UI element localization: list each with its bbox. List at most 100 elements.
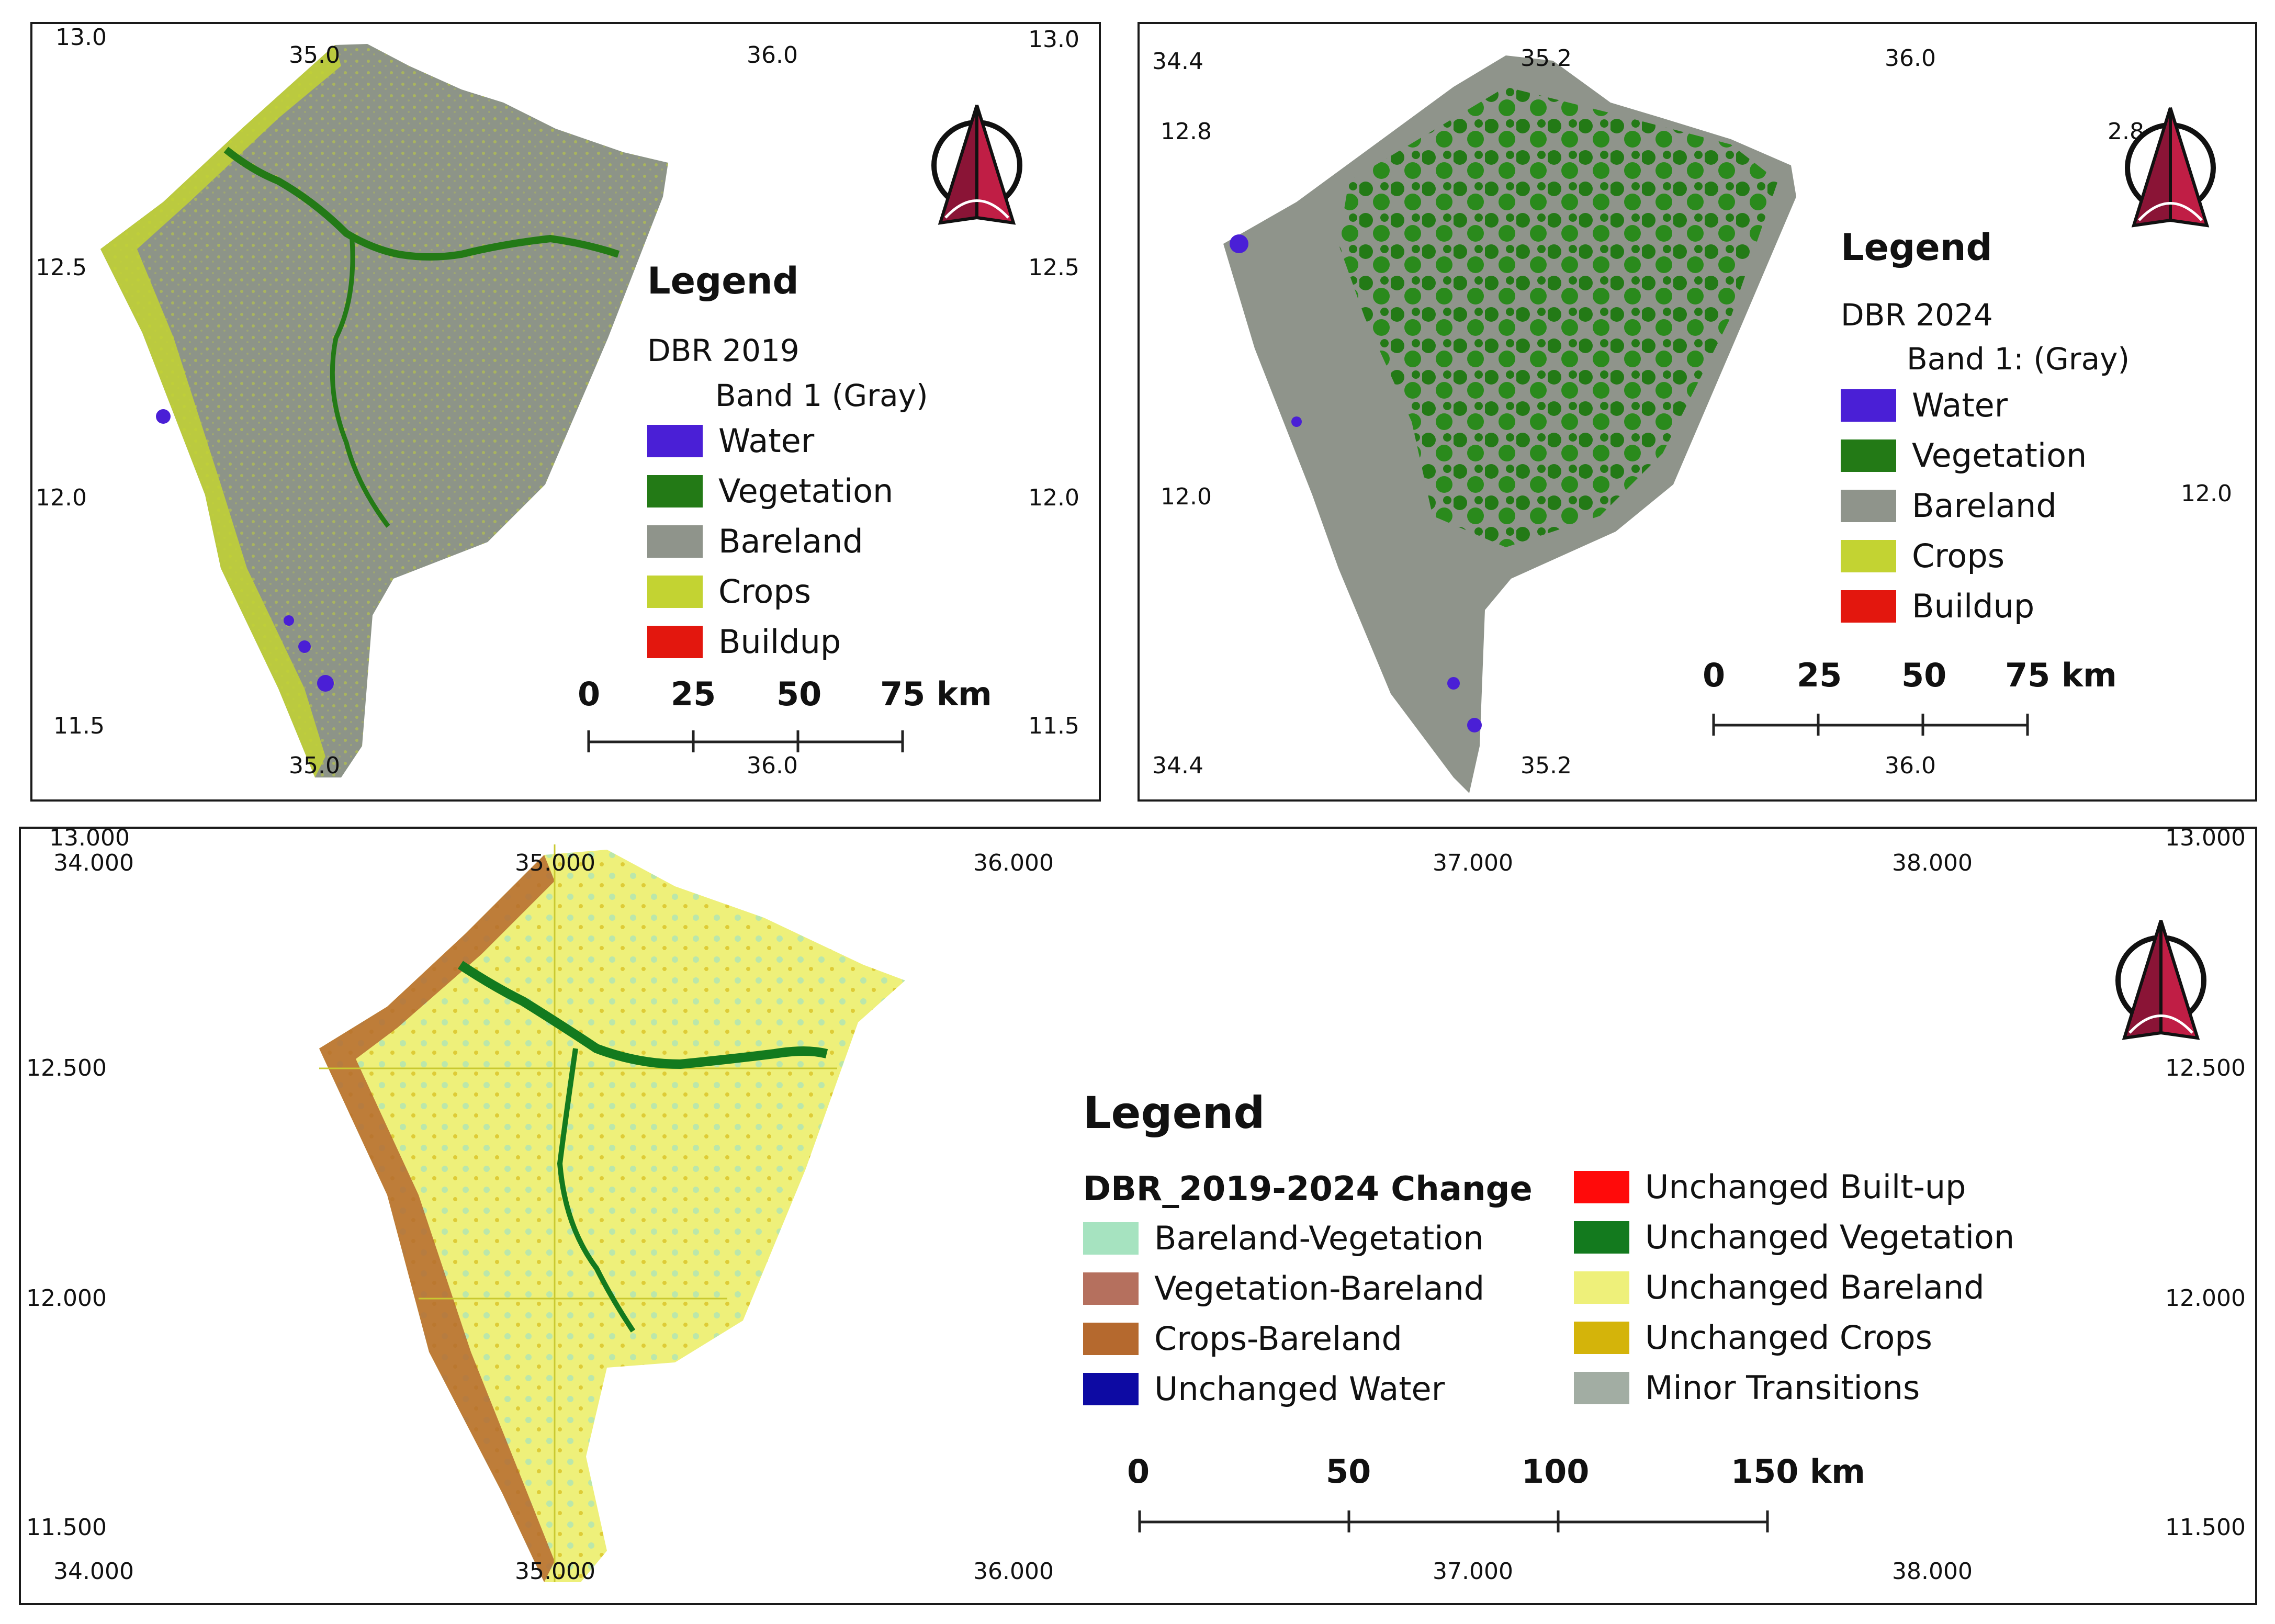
scale-label: 0 <box>578 675 601 713</box>
lat-label: 13.0 <box>55 24 107 51</box>
lon-label: 36.0 <box>747 42 798 69</box>
lat-label: 12.0 <box>36 484 87 511</box>
lat-label: 12.0 <box>1161 483 1212 510</box>
river-2019 <box>223 146 620 261</box>
lon-label: 38.000 <box>1892 850 1973 876</box>
lat-label: 12.000 <box>26 1285 107 1312</box>
lat-label: 12.0 <box>2181 480 2232 507</box>
lon-label: 35.0 <box>289 42 340 69</box>
legend-swatch <box>647 424 703 457</box>
river-change <box>458 961 828 1069</box>
legend-band-name: Band 1 (Gray) <box>715 378 928 413</box>
legend-item-buildup: Buildup <box>1841 587 2034 625</box>
vegetation-zone-2024 <box>1338 87 1778 547</box>
legend-layer-name: DBR 2019 <box>647 333 799 368</box>
legend-item-bareland-vegetation: Bareland-Vegetation <box>1083 1219 1484 1257</box>
legend-swatch <box>1841 389 1896 422</box>
lat-label: 11.500 <box>26 1514 107 1541</box>
legend-swatch <box>1841 539 1896 572</box>
map-change-svg <box>319 844 2206 1582</box>
legend-swatch <box>647 475 703 508</box>
north-arrow-2019 <box>931 105 1022 225</box>
scale-label: 75 km <box>880 675 992 713</box>
lon-label: 34.4 <box>1152 48 1203 75</box>
legend-swatch <box>1083 1372 1139 1405</box>
legend-title: Legend <box>1083 1087 1265 1138</box>
scale-label: 50 <box>776 675 822 713</box>
legend-swatch <box>1574 1371 1629 1404</box>
scale-label: 50 <box>1901 656 1947 694</box>
scale-label: 50 <box>1326 1452 1371 1491</box>
legend-item-buildup: Buildup <box>647 623 841 661</box>
lat-label: 13.000 <box>49 827 130 851</box>
legend-item-bareland: Bareland <box>1841 487 2057 525</box>
legend-swatch <box>1841 590 1896 623</box>
lon-label: 36.0 <box>1885 752 1936 779</box>
legend-swatch <box>1574 1221 1629 1254</box>
map-2019-svg <box>100 44 1022 777</box>
legend-item-vegetation-bareland: Vegetation-Bareland <box>1083 1269 1484 1307</box>
legend-swatch <box>647 525 703 558</box>
legend-item-unchanged-vegetation: Unchanged Vegetation <box>1574 1218 2014 1256</box>
legend-swatch <box>1083 1322 1139 1355</box>
legend-item-water: Water <box>1841 386 2008 424</box>
map-panel-2019: 13.0 12.5 12.0 11.5 13.0 12.5 12.0 11.5 … <box>30 22 1101 802</box>
lon-label: 38.000 <box>1892 1558 1973 1585</box>
legend-item-crops-bareland: Crops-Bareland <box>1083 1320 1402 1358</box>
lon-label: 36.000 <box>973 1558 1054 1585</box>
lat-label: 12.500 <box>2165 1055 2246 1081</box>
legend-layer-name: DBR_2019-2024 Change <box>1083 1170 1533 1209</box>
lat-label: 12.5 <box>36 254 87 281</box>
lat-label: 11.500 <box>2165 1514 2246 1541</box>
legend-swatch <box>1841 439 1896 472</box>
scale-label: 150 km <box>1731 1452 1865 1491</box>
lat-label: 12.5 <box>1028 254 1079 281</box>
lat-label: 11.5 <box>1028 713 1079 739</box>
legend-item-crops: Crops <box>647 572 811 611</box>
scale-label: 75 km <box>2005 656 2117 694</box>
legend-title: Legend <box>1841 226 1992 269</box>
lon-label: 35.2 <box>1521 45 1572 72</box>
lat-label: 13.000 <box>2165 827 2246 851</box>
lon-label: 36.0 <box>747 752 798 779</box>
scale-label: 100 <box>1522 1452 1590 1491</box>
legend-swatch <box>1083 1222 1139 1255</box>
legend-item-minor-transitions: Minor Transitions <box>1574 1369 1920 1407</box>
legend-swatch <box>647 575 703 608</box>
legend-item-unchanged-water: Unchanged Water <box>1083 1370 1445 1408</box>
lon-label: 35.000 <box>515 1558 595 1585</box>
legend-swatch <box>1841 489 1896 522</box>
legend-item-bareland: Bareland <box>647 522 863 560</box>
north-arrow-2024 <box>2125 107 2216 228</box>
lon-label: 37.000 <box>1433 850 1513 876</box>
legend-item-vegetation: Vegetation <box>1841 436 2087 475</box>
legend-swatch <box>1083 1272 1139 1305</box>
legend-item-crops: Crops <box>1841 537 2004 575</box>
lat-label: 13.0 <box>1028 26 1079 53</box>
north-arrow-change <box>2115 920 2206 1040</box>
legend-item-vegetation: Vegetation <box>647 472 893 510</box>
lon-label: 34.4 <box>1152 752 1203 779</box>
lat-label: 12.8 <box>1161 118 1212 145</box>
scale-bar-2019 <box>587 730 904 752</box>
lat-label: 12.000 <box>2165 1285 2246 1312</box>
lat-label: 2.8 <box>2108 118 2144 145</box>
scale-label: 0 <box>1703 656 1726 694</box>
legend-item-unchanged-builtup: Unchanged Built-up <box>1574 1168 1966 1206</box>
crops-bareland-margin <box>319 855 555 1582</box>
legend-swatch <box>647 625 703 658</box>
lon-label: 34.000 <box>53 850 134 876</box>
lat-label: 12.0 <box>1028 484 1079 511</box>
lon-label: 34.000 <box>53 1558 134 1585</box>
lon-label: 36.0 <box>1885 45 1936 72</box>
scale-label: 25 <box>671 675 716 713</box>
lon-label: 36.000 <box>973 850 1054 876</box>
lat-label: 12.500 <box>26 1055 107 1081</box>
map-2024-svg <box>1223 55 2216 793</box>
legend-item-water: Water <box>647 422 814 460</box>
lon-label: 35.0 <box>289 752 340 779</box>
legend-layer-name: DBR 2024 <box>1841 297 1993 333</box>
scale-label: 25 <box>1797 656 1842 694</box>
lon-label: 37.000 <box>1433 1558 1513 1585</box>
legend-swatch <box>1574 1170 1629 1203</box>
